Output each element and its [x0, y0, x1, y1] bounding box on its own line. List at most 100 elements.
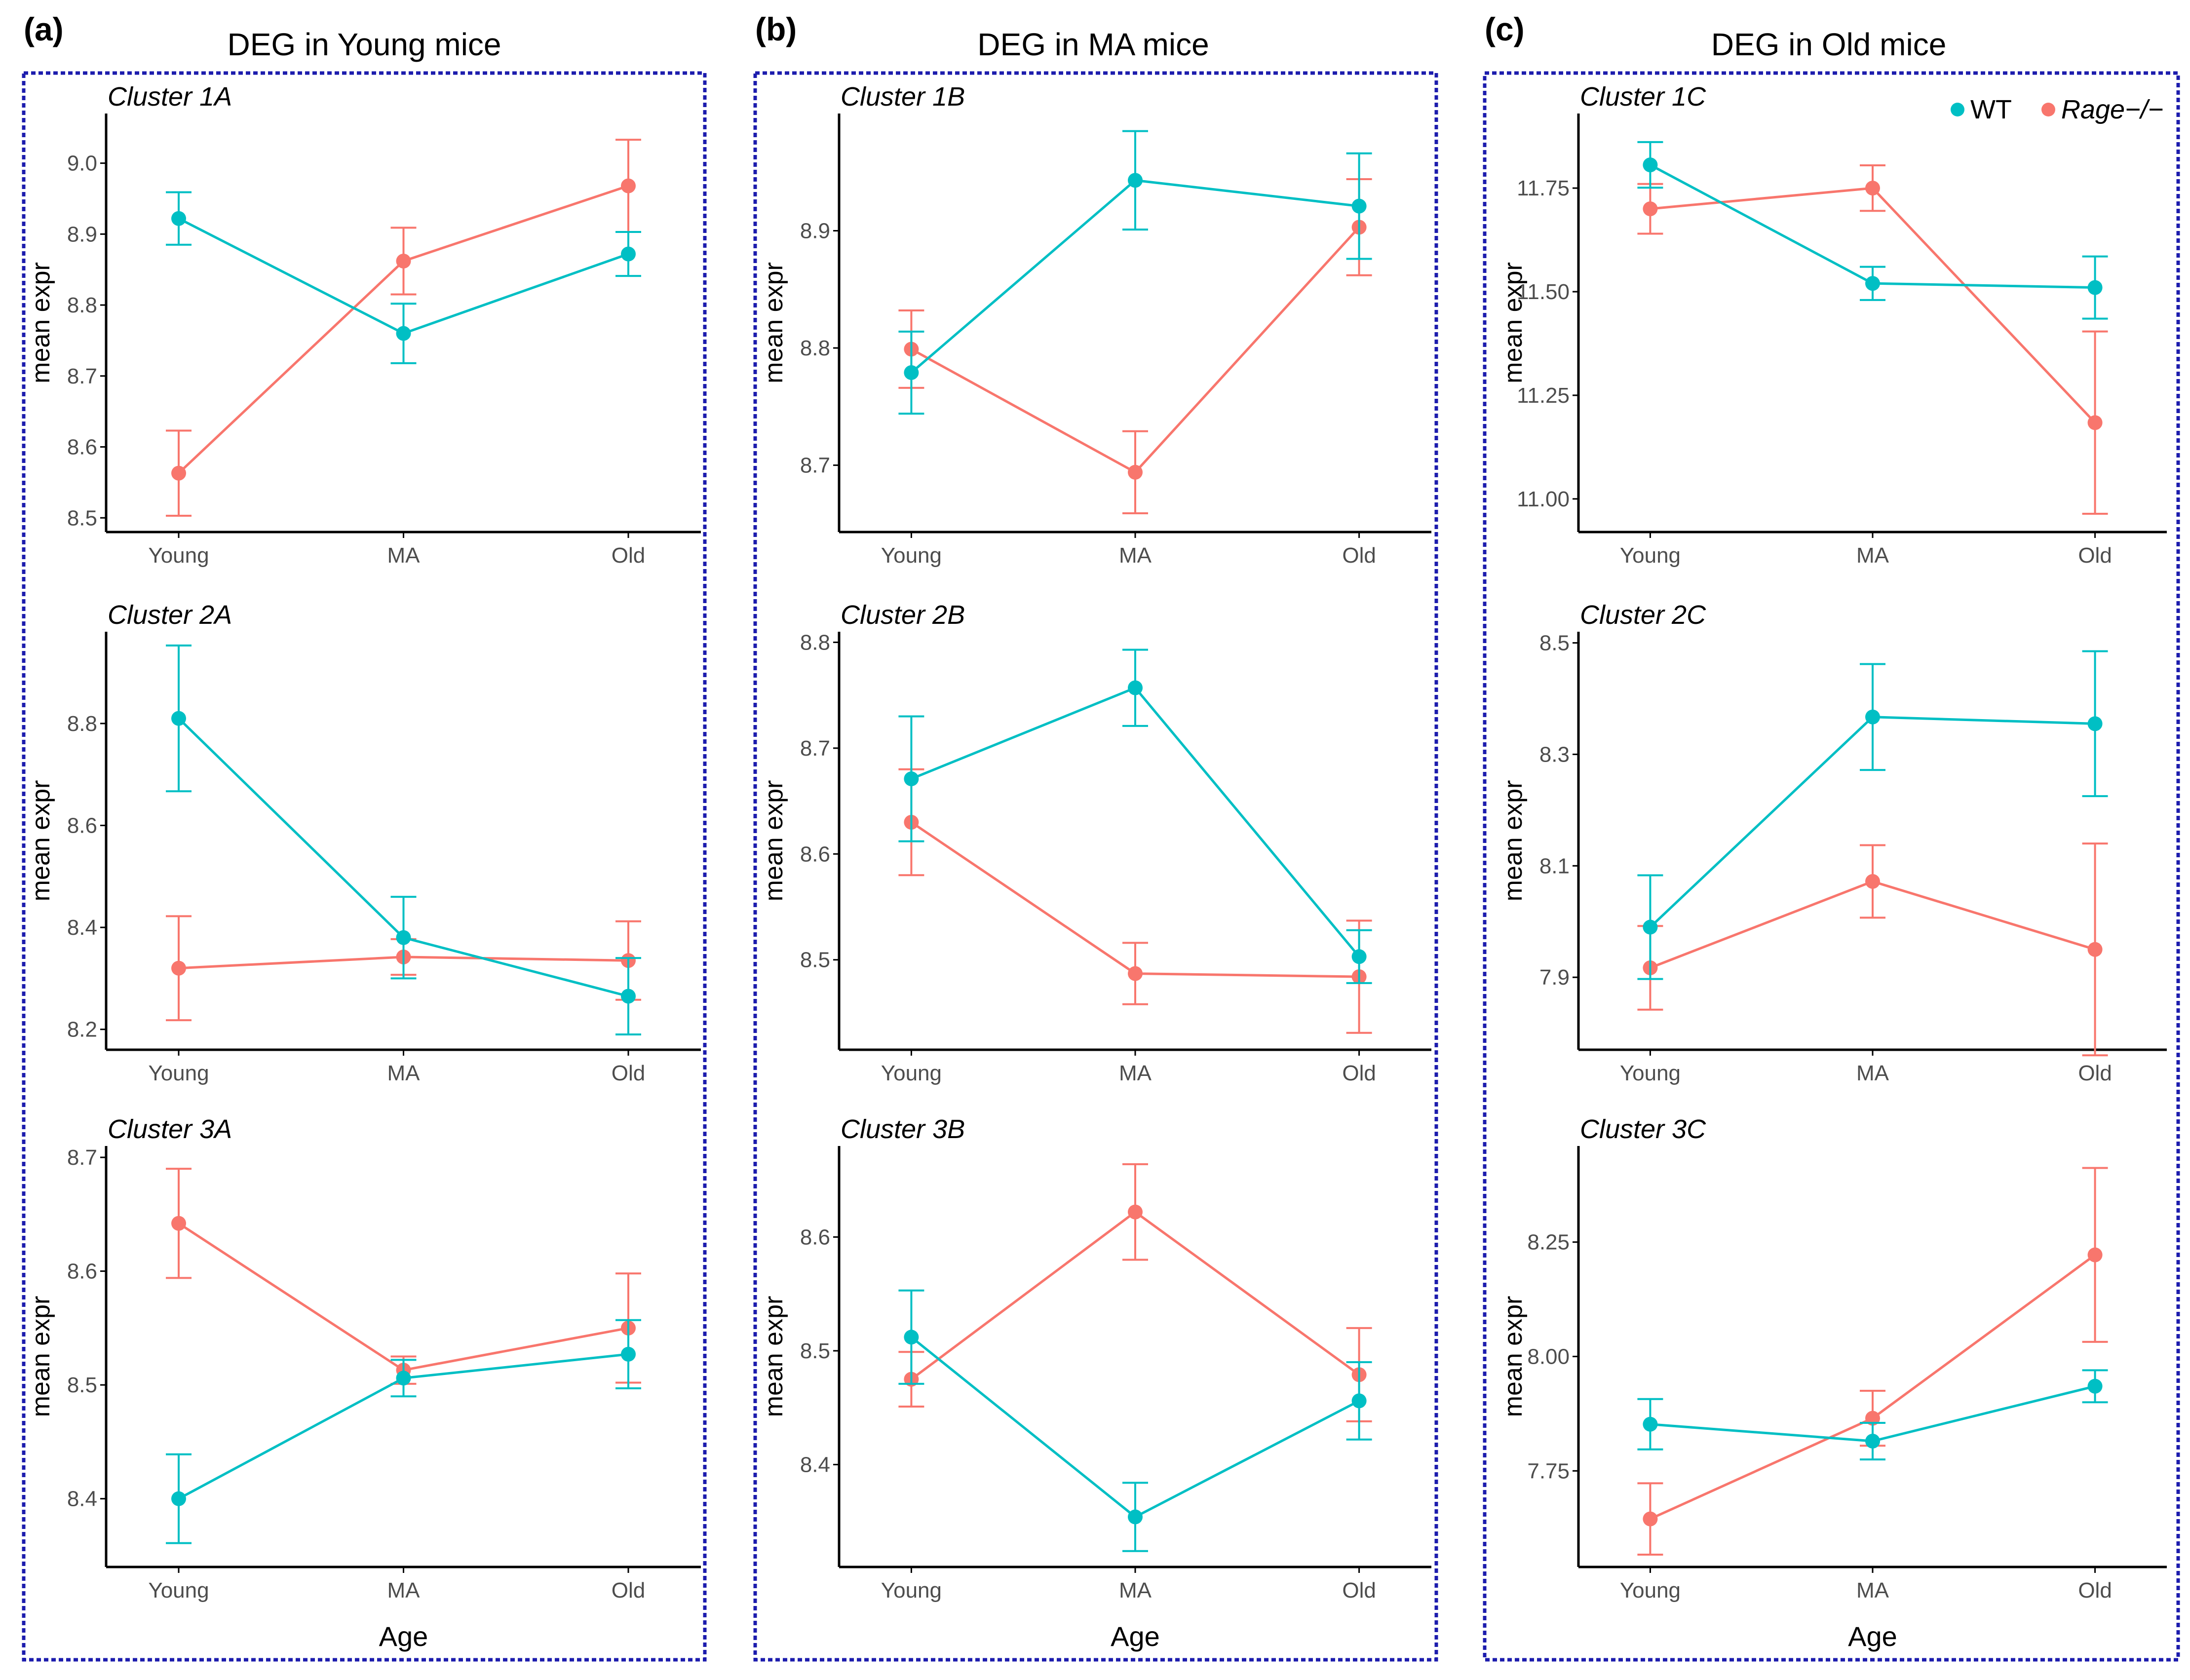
y-tick-label: 8.8	[67, 712, 97, 736]
y-tick-label: 8.8	[800, 630, 830, 654]
data-point	[171, 960, 187, 976]
data-point	[1128, 173, 1143, 188]
y-tick-label: 8.6	[67, 1260, 97, 1284]
data-point	[2087, 1247, 2103, 1262]
y-tick-label: 7.75	[1527, 1459, 1570, 1483]
x-tick-label: MA	[1856, 1061, 1889, 1085]
y-tick-label: 8.9	[800, 219, 830, 243]
data-point	[1128, 464, 1143, 480]
series-wt	[898, 130, 1372, 415]
series-line	[1650, 187, 2096, 424]
x-tick-label: Young	[881, 543, 942, 568]
data-point	[904, 365, 919, 380]
series-wt	[898, 649, 1372, 984]
y-tick-label: 8.7	[67, 1145, 97, 1170]
data-point	[171, 211, 187, 226]
y-tick-label: 8.6	[67, 435, 97, 459]
x-tick-label: Old	[612, 1578, 645, 1603]
data-point	[1128, 966, 1143, 981]
x-axis-label: Age	[1111, 1621, 1160, 1652]
series-line	[1650, 1254, 2096, 1520]
x-tick-label: Old	[2078, 1061, 2112, 1085]
y-tick-label: 8.5	[67, 1373, 97, 1397]
y-tick-label: 11.25	[1517, 383, 1570, 408]
data-point	[1128, 680, 1143, 695]
x-tick-label: Old	[612, 543, 645, 568]
chart-cluster-1a: Cluster 1A 8.5 8.6 8.7 8.8 8.9 9.0 Young MA Old me…	[27, 82, 701, 568]
y-axis-label: mean expr	[27, 780, 55, 902]
y-tick-label: 8.8	[800, 336, 830, 360]
x-tick-label: MA	[387, 1578, 421, 1603]
x-tick-label: Young	[881, 1061, 942, 1085]
y-tick-label: 11.00	[1517, 487, 1570, 511]
data-point	[2087, 280, 2103, 295]
y-tick-label: 8.7	[800, 736, 830, 761]
y-axis-label: mean expr	[1499, 1296, 1528, 1417]
y-tick-label: 8.6	[800, 842, 830, 866]
legend-wt-dot	[1951, 103, 1964, 116]
y-axis-label: mean expr	[1499, 780, 1528, 902]
data-point	[1865, 276, 1880, 291]
series-wt	[166, 1319, 641, 1544]
data-point	[1643, 157, 1658, 173]
chart-subtitle: Cluster 3C	[1580, 1114, 1706, 1144]
y-tick-label: 8.4	[800, 1453, 830, 1477]
data-point	[1643, 1511, 1658, 1527]
chart-subtitle: Cluster 1A	[108, 82, 232, 112]
y-axis-label: mean expr	[27, 1296, 55, 1417]
chart-subtitle: Cluster 1B	[841, 82, 965, 112]
data-point	[396, 326, 411, 341]
y-tick-label: 11.50	[1517, 280, 1570, 304]
x-tick-label: Young	[1620, 1061, 1681, 1085]
panel-letter: (a)	[24, 11, 64, 47]
y-axis-label: mean expr	[1499, 262, 1528, 383]
data-point	[1865, 874, 1880, 889]
data-point	[1865, 181, 1880, 196]
legend-rage-dot	[2041, 103, 2055, 116]
data-point	[1643, 919, 1658, 935]
chart-cluster-3b: Cluster 3B 8.4 8.5 8.6 Young MA Old mean expr Ag…	[760, 1114, 1431, 1652]
data-point	[396, 930, 411, 945]
chart-cluster-1b: Cluster 1B 8.7 8.8 8.9 Young MA Old mean expr	[760, 82, 1431, 568]
y-axis-label: mean expr	[760, 780, 788, 902]
chart-cluster-2c: Cluster 2C 7.9 8.1 8.3 8.5 Young MA Old mean exp…	[1499, 600, 2167, 1085]
data-point	[171, 465, 187, 481]
x-tick-label: MA	[387, 543, 421, 568]
legend-wt-label: WT	[1970, 95, 2012, 124]
y-axis-label: mean expr	[27, 262, 55, 383]
data-point	[620, 178, 636, 193]
data-point	[1865, 1434, 1880, 1449]
data-point	[904, 1330, 919, 1345]
x-tick-label: Old	[1342, 1578, 1376, 1603]
series-wt	[166, 644, 641, 1036]
x-tick-label: Young	[148, 1061, 209, 1085]
series-wt	[898, 1289, 1372, 1552]
x-tick-label: MA	[1119, 543, 1152, 568]
x-tick-label: MA	[387, 1061, 421, 1085]
x-tick-label: Old	[2078, 1578, 2112, 1603]
series-rage	[1637, 164, 2108, 515]
panel-letter: (b)	[755, 11, 797, 47]
panel-letter: (c)	[1485, 11, 1525, 47]
y-tick-label: 8.5	[67, 506, 97, 530]
x-tick-label: Young	[148, 543, 209, 568]
data-point	[1128, 1204, 1143, 1220]
chart-subtitle: Cluster 3B	[841, 1114, 965, 1144]
y-tick-label: 8.2	[67, 1018, 97, 1042]
x-tick-label: Old	[612, 1061, 645, 1085]
legend: WT Rage−/−	[1951, 95, 2163, 124]
data-point	[620, 1346, 636, 1362]
y-axis-label: mean expr	[760, 1296, 788, 1417]
data-point	[1351, 949, 1367, 964]
series-line	[178, 1222, 629, 1372]
data-point	[1865, 709, 1880, 725]
data-point	[1351, 198, 1367, 214]
series-rage	[1637, 1167, 2108, 1556]
panel-frame	[753, 71, 1438, 1662]
y-tick-label: 8.8	[67, 293, 97, 317]
panel-frame	[22, 71, 707, 1662]
data-point	[620, 989, 636, 1004]
data-point	[2087, 716, 2103, 731]
data-point	[620, 246, 636, 262]
